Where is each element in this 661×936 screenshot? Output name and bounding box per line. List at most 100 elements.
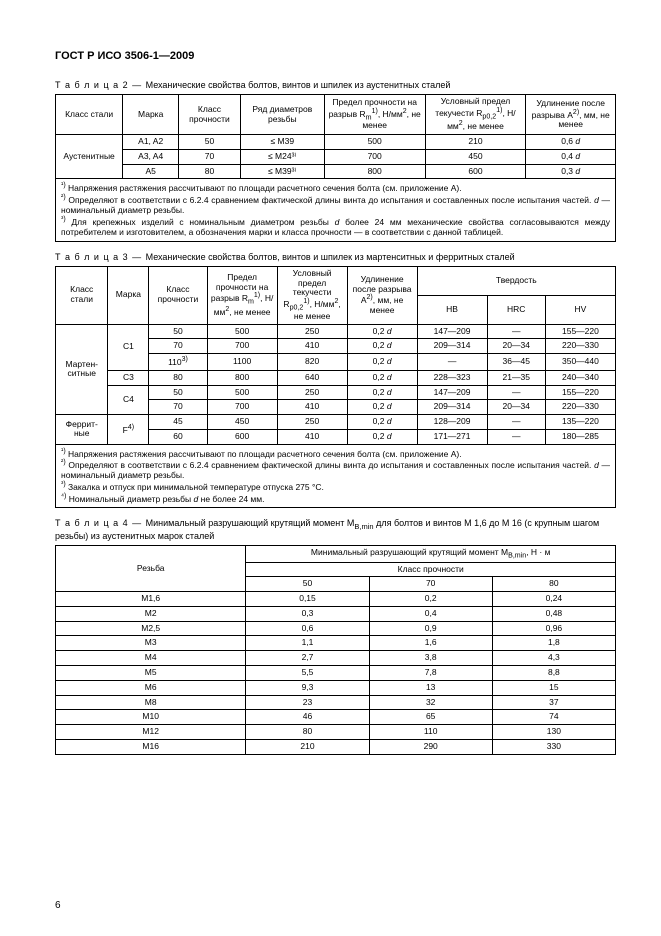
t2-h6: Удлинение после разрыва A2), мм, не мене… — [526, 95, 616, 135]
t4-cell: 1,8 — [492, 636, 615, 651]
table2-caption-prefix: Т а б л и ц а 2 — — [55, 80, 146, 90]
table4-caption-prefix: Т а б л и ц а 4 — — [55, 518, 146, 528]
t4-cell: 1,6 — [369, 636, 492, 651]
t3-cell: 800 — [207, 370, 277, 385]
t3-cell: 50 — [149, 385, 207, 400]
t2-cell: 500 — [324, 135, 425, 150]
t4-h0: Резьба — [56, 545, 246, 591]
t3-cell: 1100 — [207, 354, 277, 371]
t3-cell: 500 — [207, 385, 277, 400]
t3-cell: 171—271 — [417, 429, 487, 444]
t3-cell: 70 — [149, 339, 207, 354]
t4-cell: 330 — [492, 739, 615, 754]
t2-cell: 210 — [425, 135, 526, 150]
t4-h-main: Минимальный разрушающий крутящий момент … — [246, 545, 616, 562]
t4-cell: 13 — [369, 680, 492, 695]
t2-h4: Предел прочности на разрыв Rm1), Н/мм2, … — [324, 95, 425, 135]
t2-cell: 600 — [425, 164, 526, 179]
t3-cell: 0,2 d — [347, 339, 417, 354]
t2-h1: Марка — [123, 95, 179, 135]
t4-cell: M6 — [56, 680, 246, 695]
t3-cell: — — [417, 354, 487, 371]
t3-cell: 410 — [277, 400, 347, 415]
t4-cell: 15 — [492, 680, 615, 695]
t3-mark: C1 — [108, 324, 149, 370]
table2: Класс стали Марка Класс прочности Ряд ди… — [55, 94, 616, 179]
table2-notes: ¹) Напряжения растяжения рассчитывают по… — [55, 179, 616, 242]
t4-cell: 74 — [492, 710, 615, 725]
t2-cell: 800 — [324, 164, 425, 179]
t2-h0: Класс стали — [56, 95, 123, 135]
t2-cell: A5 — [123, 164, 179, 179]
t3-cell: 135—220 — [545, 415, 615, 430]
t3-cell: — — [487, 429, 545, 444]
t3-cell: 128—209 — [417, 415, 487, 430]
t3-cell: 20—34 — [487, 339, 545, 354]
t4-cell: 0,3 — [246, 606, 369, 621]
t3-cell: 0,2 d — [347, 400, 417, 415]
t4-cell: M1,6 — [56, 592, 246, 607]
t3-h0: Класс стали — [56, 266, 108, 324]
t4-c50: 50 — [246, 577, 369, 592]
t3-cell: 250 — [277, 324, 347, 339]
t4-cell: M5 — [56, 665, 246, 680]
t4-c80: 80 — [492, 577, 615, 592]
t3-h1: Марка — [108, 266, 149, 324]
t3-cell: 220—330 — [545, 339, 615, 354]
t4-cell: 5,5 — [246, 665, 369, 680]
t3-cell: 36—45 — [487, 354, 545, 371]
table4-caption: Т а б л и ц а 4 — Минимальный разрушающи… — [55, 518, 616, 541]
t3-cell: 820 — [277, 354, 347, 371]
t2-cell: ≤ M39³⁾ — [240, 164, 324, 179]
t4-cell: 0,24 — [492, 592, 615, 607]
t3-cell: 60 — [149, 429, 207, 444]
t3-cell: 0,2 d — [347, 385, 417, 400]
t3-cell: 450 — [207, 415, 277, 430]
t2-cell: 50 — [179, 135, 241, 150]
t3-mark: F4) — [108, 415, 149, 445]
t3-cell: 0,2 d — [347, 415, 417, 430]
t3-cell: 147—209 — [417, 385, 487, 400]
t3-cell: 700 — [207, 339, 277, 354]
t2-cell: 0,3 d — [526, 164, 616, 179]
document-title: ГОСТ Р ИСО 3506-1—2009 — [55, 50, 616, 62]
t2-cell: 0,6 d — [526, 135, 616, 150]
t3-hrc: HRC — [487, 295, 545, 324]
t3-cell: — — [487, 385, 545, 400]
t4-cell: 80 — [246, 725, 369, 740]
t2-cell: 70 — [179, 149, 241, 164]
t2-group: Аустенитные — [56, 135, 123, 179]
t4-cell: 0,2 — [369, 592, 492, 607]
t3-group-f: Феррит-ные — [56, 415, 108, 445]
t2-cell: 700 — [324, 149, 425, 164]
t4-cell: M10 — [56, 710, 246, 725]
t3-cell: — — [487, 324, 545, 339]
t3-cell: 410 — [277, 339, 347, 354]
t3-h4: Условный предел текучести Rp0,21), Н/мм2… — [277, 266, 347, 324]
t2-cell: A3, A4 — [123, 149, 179, 164]
t3-cell: 1103) — [149, 354, 207, 371]
t3-hv: HV — [545, 295, 615, 324]
t4-cell: 65 — [369, 710, 492, 725]
t4-cell: 7,8 — [369, 665, 492, 680]
t4-cell: M12 — [56, 725, 246, 740]
t3-cell: 350—440 — [545, 354, 615, 371]
page-number: 6 — [55, 900, 61, 911]
t3-cell: 21—35 — [487, 370, 545, 385]
t3-cell: 180—285 — [545, 429, 615, 444]
t3-h5: Удлинение после разрыва A2), мм, не мене… — [347, 266, 417, 324]
table3-caption: Т а б л и ц а 3 — Механические свойства … — [55, 252, 616, 262]
t3-cell: 250 — [277, 385, 347, 400]
t4-cell: 23 — [246, 695, 369, 710]
table2-caption: Т а б л и ц а 2 — Механические свойства … — [55, 80, 616, 90]
t4-cell: 9,3 — [246, 680, 369, 695]
t2-cell: ≤ M24³⁾ — [240, 149, 324, 164]
t3-cell: 700 — [207, 400, 277, 415]
t3-h2: Класс прочности — [149, 266, 207, 324]
t3-cell: — — [487, 415, 545, 430]
t3-mark: C4 — [108, 385, 149, 415]
t4-cell: 37 — [492, 695, 615, 710]
t3-cell: 0,2 d — [347, 429, 417, 444]
table3-caption-text: Механические свойства болтов, винтов и ш… — [146, 252, 515, 262]
t2-cell: 80 — [179, 164, 241, 179]
